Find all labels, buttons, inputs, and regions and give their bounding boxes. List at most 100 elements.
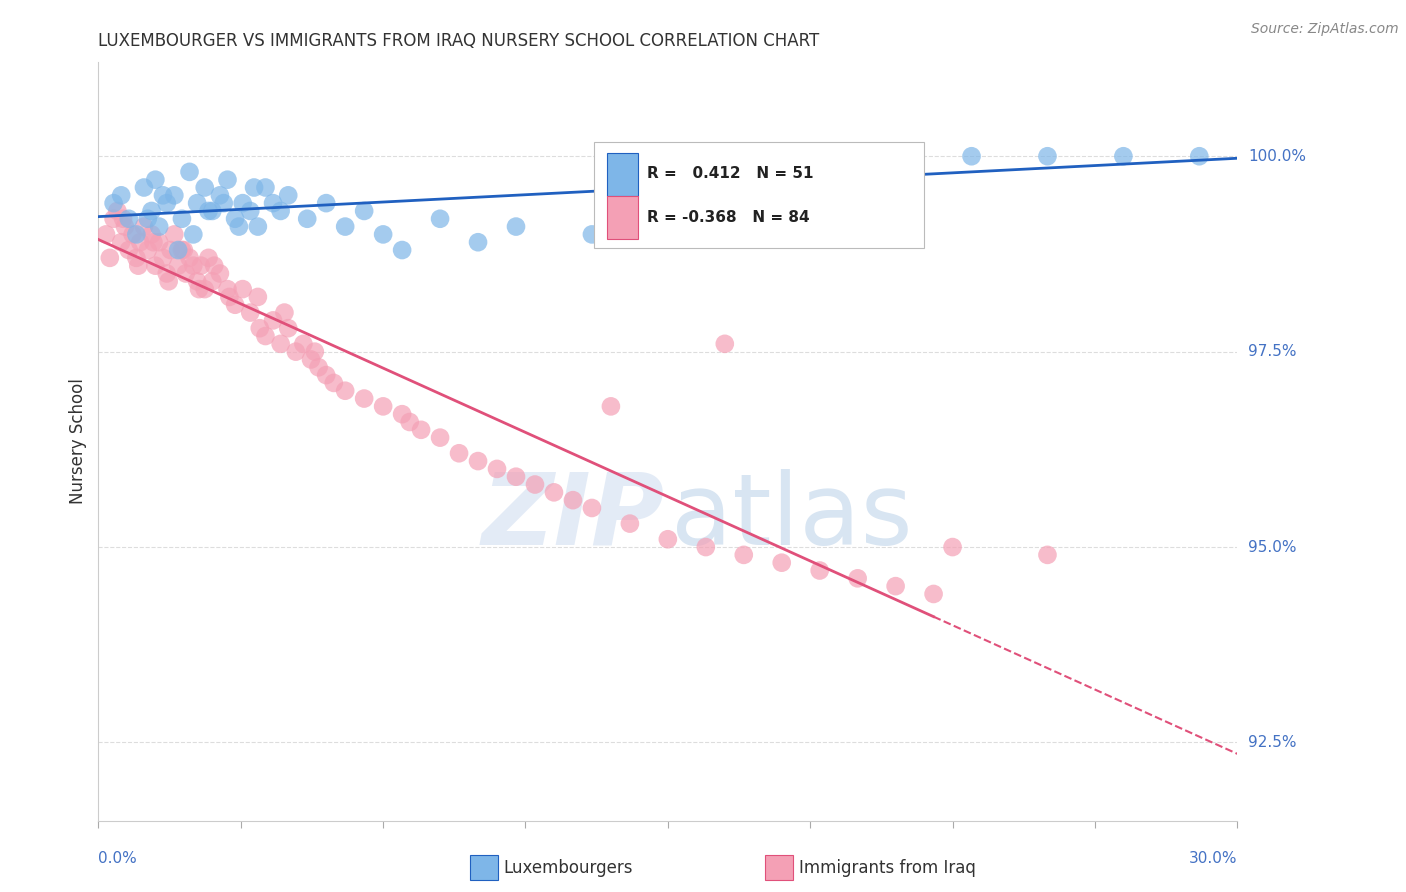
Point — [391, 407, 413, 421]
Point — [884, 579, 907, 593]
Point — [270, 203, 292, 218]
Point — [183, 227, 205, 242]
Point — [112, 211, 135, 226]
Point — [156, 196, 179, 211]
Point — [142, 235, 165, 250]
Text: LUXEMBOURGER VS IMMIGRANTS FROM IRAQ NURSERY SCHOOL CORRELATION CHART: LUXEMBOURGER VS IMMIGRANTS FROM IRAQ NUR… — [98, 32, 820, 50]
Point — [273, 305, 295, 319]
Point — [619, 203, 641, 218]
Point — [103, 196, 125, 211]
Point — [190, 259, 212, 273]
Point — [581, 227, 603, 242]
Point — [391, 243, 413, 257]
Y-axis label: Nursery School: Nursery School — [69, 378, 87, 505]
Point — [125, 251, 148, 265]
Point — [194, 180, 217, 194]
Point — [695, 540, 717, 554]
Point — [239, 203, 262, 218]
Point — [118, 243, 141, 257]
Point — [505, 469, 527, 483]
Point — [157, 274, 180, 288]
Point — [167, 243, 190, 257]
Point — [208, 188, 231, 202]
Text: 0.0%: 0.0% — [98, 851, 138, 866]
Point — [657, 533, 679, 547]
Point — [277, 321, 299, 335]
Point — [1112, 149, 1135, 163]
Point — [335, 219, 357, 234]
Point — [218, 290, 240, 304]
FancyBboxPatch shape — [607, 196, 638, 239]
Point — [353, 392, 375, 406]
Point — [429, 431, 451, 445]
Point — [299, 352, 322, 367]
Point — [770, 556, 793, 570]
Point — [1188, 149, 1211, 163]
Point — [315, 196, 337, 211]
Point — [232, 282, 254, 296]
Point — [173, 243, 195, 257]
Point — [922, 587, 945, 601]
Point — [217, 282, 239, 296]
Text: 100.0%: 100.0% — [1249, 149, 1306, 164]
Point — [371, 227, 394, 242]
Text: 97.5%: 97.5% — [1249, 344, 1296, 359]
Point — [581, 500, 603, 515]
Point — [170, 243, 193, 257]
Point — [183, 259, 205, 273]
Point — [505, 219, 527, 234]
Point — [808, 564, 831, 578]
Point — [132, 219, 155, 234]
Point — [398, 415, 420, 429]
Point — [152, 188, 174, 202]
Point — [163, 188, 186, 202]
Point — [141, 203, 163, 218]
Point — [315, 368, 337, 383]
Text: 30.0%: 30.0% — [1189, 851, 1237, 866]
Point — [411, 423, 433, 437]
Point — [232, 196, 254, 211]
Point — [197, 203, 219, 218]
Point — [1036, 149, 1059, 163]
Point — [103, 211, 125, 226]
Point — [543, 485, 565, 500]
Point — [1036, 548, 1059, 562]
Point — [174, 267, 197, 281]
Point — [246, 290, 269, 304]
Point — [429, 211, 451, 226]
Point — [714, 336, 737, 351]
Point — [127, 259, 149, 273]
Point — [524, 477, 547, 491]
Point — [335, 384, 357, 398]
Point — [129, 235, 152, 250]
FancyBboxPatch shape — [593, 142, 924, 248]
Point — [224, 211, 246, 226]
Point — [808, 149, 831, 163]
Point — [159, 243, 181, 257]
Point — [733, 548, 755, 562]
Point — [156, 267, 179, 281]
Point — [141, 227, 163, 242]
Point — [246, 219, 269, 234]
Point — [136, 243, 159, 257]
Point — [249, 321, 271, 335]
Text: Luxembourgers: Luxembourgers — [503, 859, 633, 877]
Point — [212, 196, 235, 211]
Text: ZIP: ZIP — [481, 469, 665, 566]
Point — [145, 259, 167, 273]
Point — [179, 251, 201, 265]
Point — [695, 149, 717, 163]
Point — [136, 211, 159, 226]
Point — [98, 251, 121, 265]
FancyBboxPatch shape — [607, 153, 638, 196]
Text: Source: ZipAtlas.com: Source: ZipAtlas.com — [1251, 22, 1399, 37]
Point — [262, 196, 284, 211]
Point — [121, 227, 143, 242]
Text: R =   0.412   N = 51: R = 0.412 N = 51 — [647, 167, 814, 181]
Point — [132, 180, 155, 194]
Point — [188, 282, 211, 296]
Point — [600, 400, 623, 414]
Point — [270, 336, 292, 351]
Point — [118, 211, 141, 226]
Point — [107, 203, 129, 218]
